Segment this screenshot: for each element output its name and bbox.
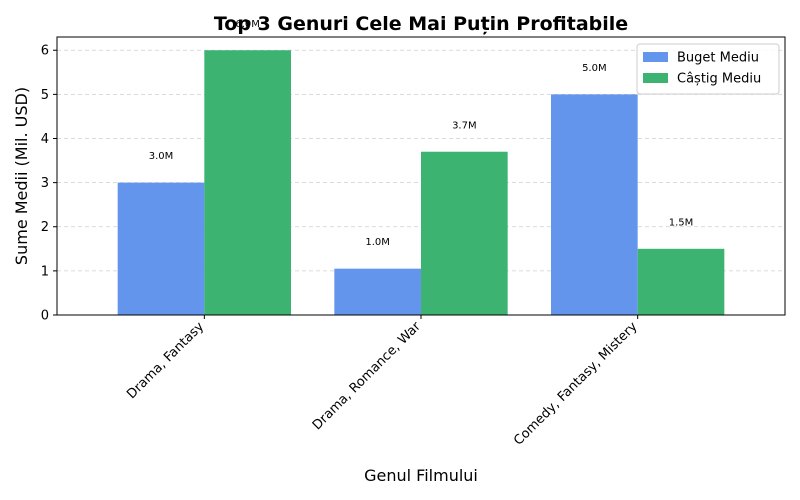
data-label: 6.0M [235,19,260,30]
legend-swatch [643,52,668,62]
bar-budget [117,182,205,315]
x-tick-label: Drama, Romance, War [310,319,424,433]
x-axis-label: Genul Filmului [364,466,478,485]
chart-title: Top 3 Genuri Cele Mai Puțin Profitabile [214,13,628,35]
bar-budget [334,268,421,315]
y-axis-label: Sume Medii (Mil. USD) [12,87,31,265]
data-label: 5.0M [582,63,607,74]
y-tick-label: 0 [41,309,49,324]
y-tick-label: 5 [41,88,49,103]
x-tick-label: Comedy, Fantasy, Mistery [511,319,641,449]
y-tick-label: 1 [41,264,49,279]
legend-box [636,43,780,95]
data-label: 3.0M [149,151,174,162]
legend-swatch [643,73,668,83]
bars [117,50,725,315]
data-labels: 3.0M 1.0M 5.0M 6.0M 3.7M 1.5M [149,19,694,248]
legend: Buget Mediu Câștig Mediu [636,43,780,95]
data-label: 1.5M [669,217,694,228]
legend-label: Câștig Mediu [677,72,761,87]
y-tick-label: 6 [41,44,49,59]
y-tick-label: 2 [41,220,49,235]
y-tick-label: 3 [41,176,49,191]
x-axis: Drama, Fantasy Drama, Romance, War Comedy,… [124,315,641,449]
data-label: 3.7M [452,120,477,131]
bar-earnings [637,248,725,315]
x-tick-label: Drama, Fantasy [124,319,207,402]
data-label: 1.0M [365,237,390,248]
bar-budget [551,94,638,315]
y-tick-label: 4 [41,132,49,147]
bar-earnings [421,151,508,315]
bar-earnings [204,50,291,315]
y-axis: 0 1 2 3 4 5 6 [41,44,57,324]
legend-label: Buget Mediu [677,51,759,66]
